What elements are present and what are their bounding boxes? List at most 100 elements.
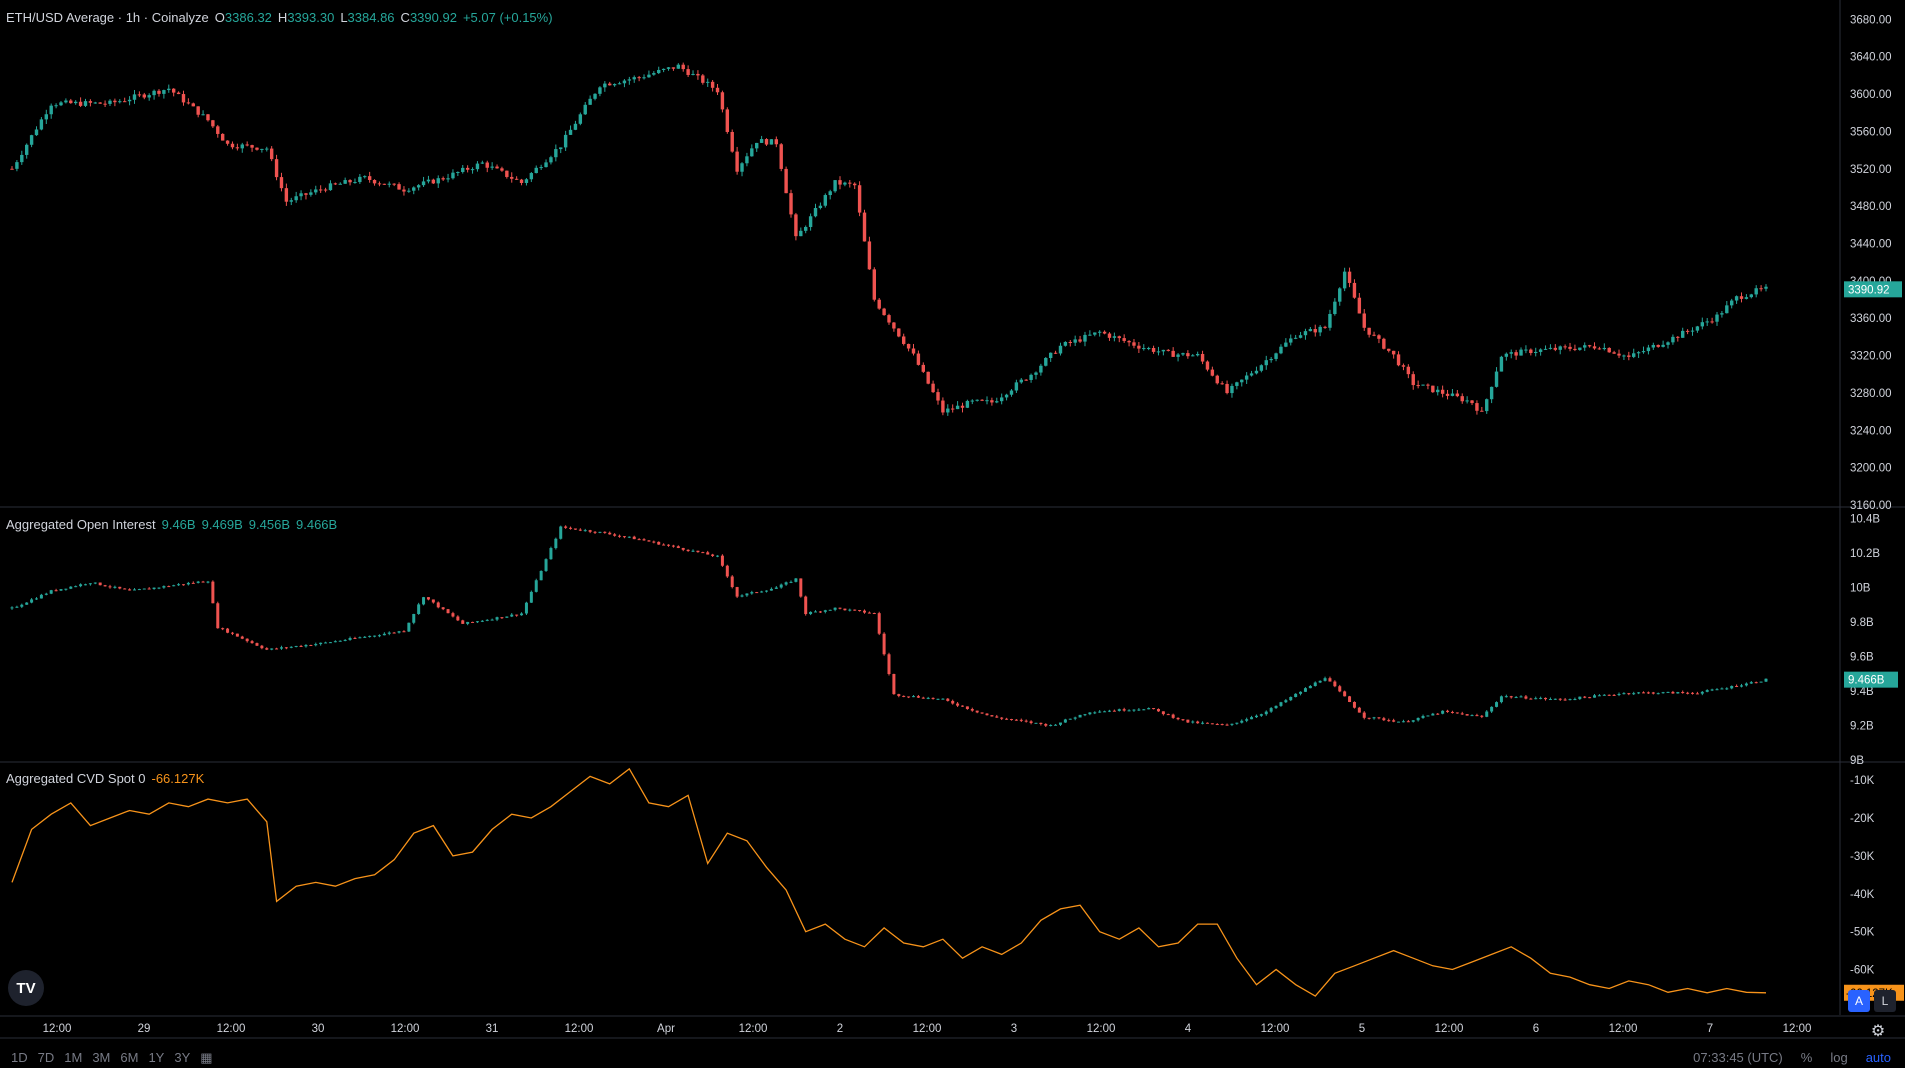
range-1m[interactable]: 1M — [64, 1050, 83, 1065]
cvd-title[interactable]: Aggregated CVD Spot 0 — [6, 771, 146, 786]
price-y-tick: 3360.00 — [1850, 313, 1892, 325]
price-candle — [627, 79, 632, 81]
price-candle — [1617, 353, 1621, 356]
price-candle — [436, 178, 440, 184]
symbol-title[interactable]: ETH/USD Average · 1h · Coinalyze — [6, 10, 209, 25]
oi-candle — [1152, 708, 1156, 710]
price-candle — [931, 383, 935, 393]
oi-candle — [622, 536, 626, 538]
price-candle — [1749, 294, 1754, 298]
price-candle — [216, 126, 220, 134]
oi-candle — [348, 638, 352, 640]
oi-candle — [916, 696, 920, 698]
oi-candle — [1122, 709, 1126, 711]
range-3y[interactable]: 3Y — [174, 1050, 191, 1065]
oi-candle — [956, 703, 960, 706]
price-candle — [1215, 375, 1219, 384]
price-candle — [715, 87, 720, 93]
oi-candle — [1700, 691, 1704, 694]
oi-candle — [510, 614, 514, 617]
oi-candle — [436, 602, 440, 608]
oi-candle — [275, 648, 279, 650]
price-candle — [220, 133, 225, 141]
auto-toggle[interactable]: auto — [1865, 1050, 1891, 1065]
tradingview-logo-icon[interactable]: TV — [8, 970, 44, 1006]
oi-legend: Aggregated Open Interest 9.46B 9.469B 9.… — [6, 517, 337, 532]
oi-last-badge — [1844, 671, 1898, 688]
gear-icon[interactable]: ⚙ — [1870, 1023, 1886, 1040]
range-1y[interactable]: 1Y — [148, 1050, 165, 1065]
price-pane — [10, 62, 1768, 416]
price-candle — [710, 81, 715, 88]
oi-y-tick: 9.6B — [1850, 652, 1874, 664]
oi-candle — [392, 632, 396, 634]
price-candle — [412, 187, 416, 191]
cvd-line — [11, 767, 1767, 997]
range-1d[interactable]: 1D — [11, 1050, 28, 1065]
oi-candle — [907, 696, 911, 698]
oi-candle — [235, 633, 239, 637]
oi-candle — [1039, 722, 1043, 725]
utc-clock[interactable]: 07:33:45 (UTC) — [1693, 1050, 1783, 1065]
price-candle — [1651, 344, 1656, 348]
price-candle — [1382, 338, 1386, 349]
oi-candle — [466, 621, 470, 624]
price-candle — [1342, 271, 1347, 289]
price-candle — [167, 88, 171, 91]
oi-candle — [1759, 681, 1763, 683]
price-candle — [69, 100, 73, 104]
price-candle — [191, 103, 195, 107]
oi-candle — [157, 587, 161, 589]
calendar-icon[interactable]: ▦ — [200, 1050, 213, 1065]
range-6m[interactable]: 6M — [120, 1050, 139, 1065]
oi-title[interactable]: Aggregated Open Interest — [6, 517, 156, 532]
oi-candle — [1524, 696, 1528, 699]
oi-candle — [59, 589, 63, 591]
oi-candle — [1000, 717, 1004, 719]
price-candle — [813, 208, 818, 217]
price-candle — [769, 139, 774, 145]
range-7d[interactable]: 7D — [37, 1050, 55, 1065]
oi-candle — [88, 583, 92, 585]
oi-candle — [338, 640, 342, 642]
oi-candle — [740, 595, 744, 597]
cvd-pane — [11, 767, 1767, 997]
oi-candle — [1186, 719, 1190, 723]
price-candle — [171, 88, 176, 93]
oi-candle — [495, 617, 499, 620]
price-candle — [1146, 347, 1151, 349]
range-3m[interactable]: 3M — [92, 1050, 111, 1065]
oi-candle — [1343, 691, 1347, 697]
oi-candle — [1671, 691, 1675, 694]
oi-candle — [1024, 720, 1028, 722]
oi-candle — [1054, 724, 1058, 726]
oi-candle — [1499, 696, 1503, 703]
oi-candle — [529, 591, 533, 603]
x-tick-label: 12:00 — [739, 1023, 768, 1035]
price-candle — [1455, 393, 1460, 397]
oi-candle — [1397, 721, 1401, 723]
oi-candle — [1446, 710, 1450, 712]
log-scale-button[interactable]: L — [1874, 990, 1896, 1012]
oi-candle — [172, 585, 176, 587]
oi-candle — [578, 529, 582, 531]
oi-candle — [471, 621, 475, 623]
oi-candle — [1460, 713, 1464, 715]
oi-candle — [152, 587, 156, 590]
oi-candle — [897, 694, 901, 696]
auto-scale-button[interactable]: A — [1848, 990, 1870, 1012]
price-candle — [916, 353, 921, 365]
price-candle — [1019, 379, 1023, 383]
log-toggle[interactable]: log — [1830, 1050, 1848, 1065]
oi-candle — [34, 598, 38, 600]
price-candle — [1730, 300, 1734, 306]
price-candle — [1122, 338, 1126, 341]
percent-toggle[interactable]: % — [1800, 1050, 1813, 1065]
oi-candle — [1176, 717, 1180, 720]
price-candle — [838, 180, 842, 185]
price-candle — [853, 183, 857, 186]
price-candle — [157, 90, 161, 94]
price-candle — [808, 216, 813, 228]
price-candle — [402, 189, 406, 192]
